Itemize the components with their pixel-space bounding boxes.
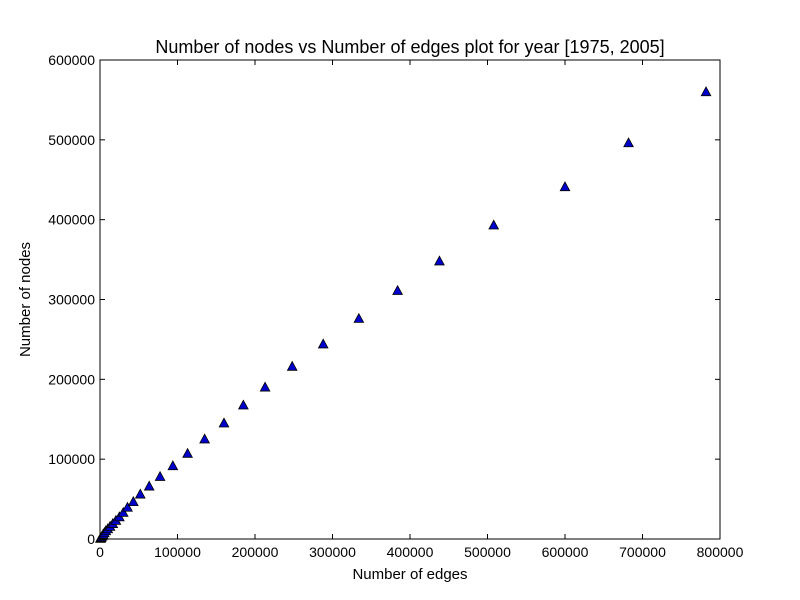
data-point xyxy=(623,137,634,148)
y-tick-label: 300000 xyxy=(48,292,95,308)
data-point xyxy=(143,480,155,491)
data-point xyxy=(127,496,139,507)
x-tick-label: 600000 xyxy=(542,544,589,560)
data-point xyxy=(286,360,298,371)
data-point xyxy=(434,255,445,266)
x-tick-label: 200000 xyxy=(232,544,279,560)
chart-title: Number of nodes vs Number of edges plot … xyxy=(155,37,664,57)
x-tick-label: 400000 xyxy=(387,544,434,560)
data-point xyxy=(134,488,146,499)
x-tick-label: 500000 xyxy=(464,544,511,560)
x-tick-label: 100000 xyxy=(154,544,201,560)
x-axis-label: Number of edges xyxy=(352,566,467,583)
data-point xyxy=(392,284,404,295)
data-point xyxy=(117,506,129,517)
y-tick-label: 100000 xyxy=(48,451,95,467)
x-tick-label: 800000 xyxy=(697,544,744,560)
data-point xyxy=(167,460,179,471)
data-point xyxy=(700,86,712,97)
data-point xyxy=(237,399,249,410)
data-point xyxy=(199,433,211,444)
data-point xyxy=(218,417,230,428)
data-point xyxy=(317,338,329,349)
data-point xyxy=(559,181,571,192)
data-point xyxy=(122,501,133,512)
data-point xyxy=(259,381,271,392)
y-tick-label: 600000 xyxy=(48,52,95,68)
plot-area xyxy=(94,86,712,543)
y-axis-label: Number of nodes xyxy=(17,242,34,357)
y-tick-label: 0 xyxy=(87,531,95,547)
y-tick-label: 400000 xyxy=(48,212,95,228)
y-axis: 0 100000 200000 300000 400000 500000 600000 xyxy=(48,52,720,547)
x-tick-label: 700000 xyxy=(619,544,666,560)
data-point xyxy=(488,219,500,230)
x-tick-label: 0 xyxy=(96,544,104,560)
x-axis: 0 100000 200000 300000 400000 500000 600000 700… xyxy=(96,60,744,560)
y-tick-label: 200000 xyxy=(48,371,95,387)
y-tick-label: 500000 xyxy=(48,132,95,148)
x-tick-label: 300000 xyxy=(309,544,356,560)
data-point xyxy=(182,447,193,458)
data-point xyxy=(154,470,166,481)
data-point xyxy=(353,312,365,323)
